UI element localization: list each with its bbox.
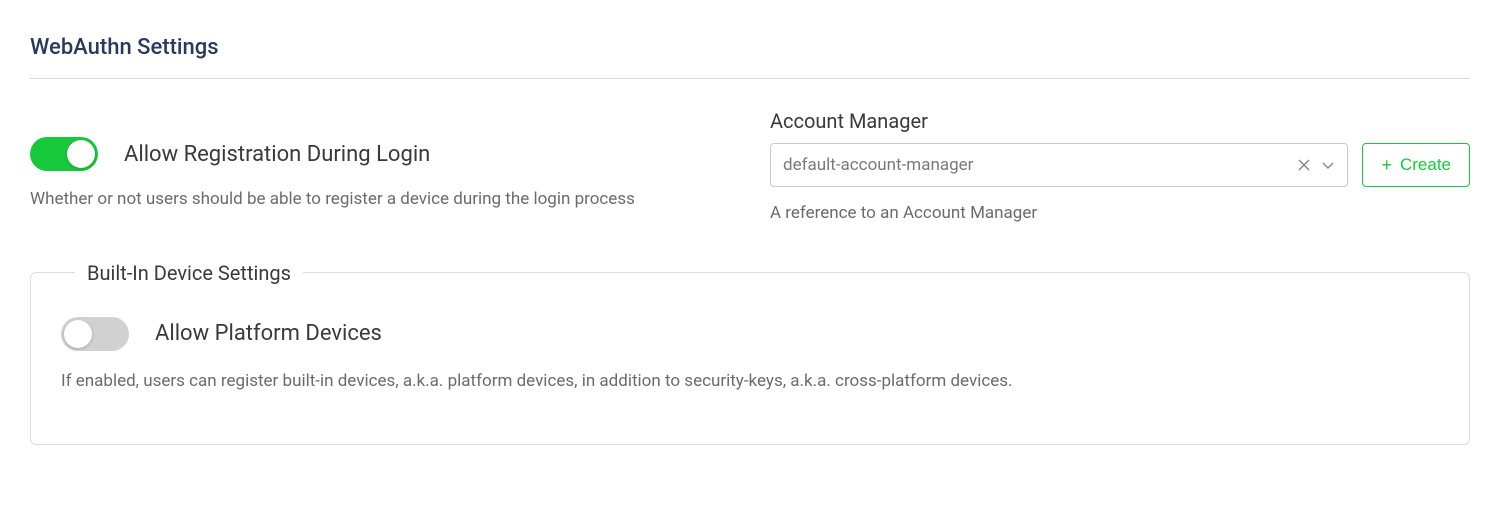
- device-settings-fieldset: Built-In Device Settings Allow Platform …: [30, 272, 1470, 446]
- device-settings-legend: Built-In Device Settings: [75, 261, 303, 285]
- allow-platform-toggle-row: Allow Platform Devices: [61, 317, 1439, 351]
- plus-icon: +: [1381, 156, 1392, 174]
- account-manager-value: default-account-manager: [783, 155, 973, 175]
- section-title: WebAuthn Settings: [30, 35, 1470, 60]
- clear-icon[interactable]: [1297, 158, 1311, 172]
- allow-registration-help: Whether or not users should be able to r…: [30, 187, 730, 213]
- allow-registration-toggle-row: Allow Registration During Login: [30, 137, 730, 171]
- allow-platform-toggle[interactable]: [61, 317, 129, 351]
- account-manager-help: A reference to an Account Manager: [770, 201, 1470, 227]
- select-icons: [1297, 158, 1335, 172]
- toggle-knob: [64, 320, 92, 348]
- toggle-knob: [67, 140, 95, 168]
- account-manager-column: Account Manager default-account-manager: [770, 109, 1470, 227]
- section-divider: [30, 78, 1470, 79]
- allow-registration-label: Allow Registration During Login: [124, 142, 430, 167]
- chevron-down-icon[interactable]: [1321, 158, 1335, 172]
- allow-registration-toggle[interactable]: [30, 137, 98, 171]
- account-manager-select[interactable]: default-account-manager: [770, 143, 1348, 187]
- allow-platform-help: If enabled, users can register built-in …: [61, 369, 1439, 395]
- allow-platform-label: Allow Platform Devices: [155, 321, 382, 346]
- allow-registration-column: Allow Registration During Login Whether …: [30, 109, 730, 213]
- settings-row: Allow Registration During Login Whether …: [30, 109, 1470, 227]
- account-manager-label: Account Manager: [770, 109, 1470, 133]
- create-button-label: Create: [1400, 155, 1451, 175]
- create-button[interactable]: + Create: [1362, 143, 1470, 187]
- account-manager-select-row: default-account-manager: [770, 143, 1470, 187]
